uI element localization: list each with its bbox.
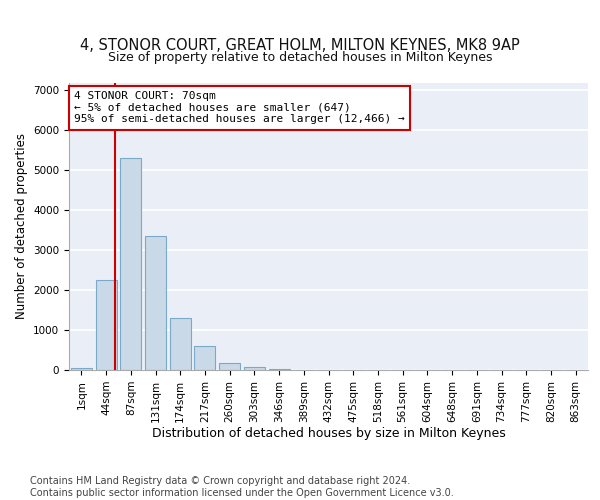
Bar [120, 158, 141, 370]
Text: Contains HM Land Registry data © Crown copyright and database right 2024.
Contai: Contains HM Land Registry data © Crown c… [30, 476, 454, 498]
Text: 4 STONOR COURT: 70sqm
← 5% of detached houses are smaller (647)
95% of semi-deta: 4 STONOR COURT: 70sqm ← 5% of detached h… [74, 91, 405, 124]
Text: 4, STONOR COURT, GREAT HOLM, MILTON KEYNES, MK8 9AP: 4, STONOR COURT, GREAT HOLM, MILTON KEYN… [80, 38, 520, 52]
Text: Size of property relative to detached houses in Milton Keynes: Size of property relative to detached ho… [108, 51, 492, 64]
Bar [170, 318, 191, 370]
Bar [95, 280, 116, 370]
Bar [145, 236, 166, 370]
Y-axis label: Number of detached properties: Number of detached properties [14, 133, 28, 320]
Bar [194, 346, 215, 370]
Bar [244, 367, 265, 370]
Bar [71, 368, 92, 370]
X-axis label: Distribution of detached houses by size in Milton Keynes: Distribution of detached houses by size … [152, 428, 505, 440]
Bar [219, 363, 240, 370]
Bar [269, 369, 290, 370]
